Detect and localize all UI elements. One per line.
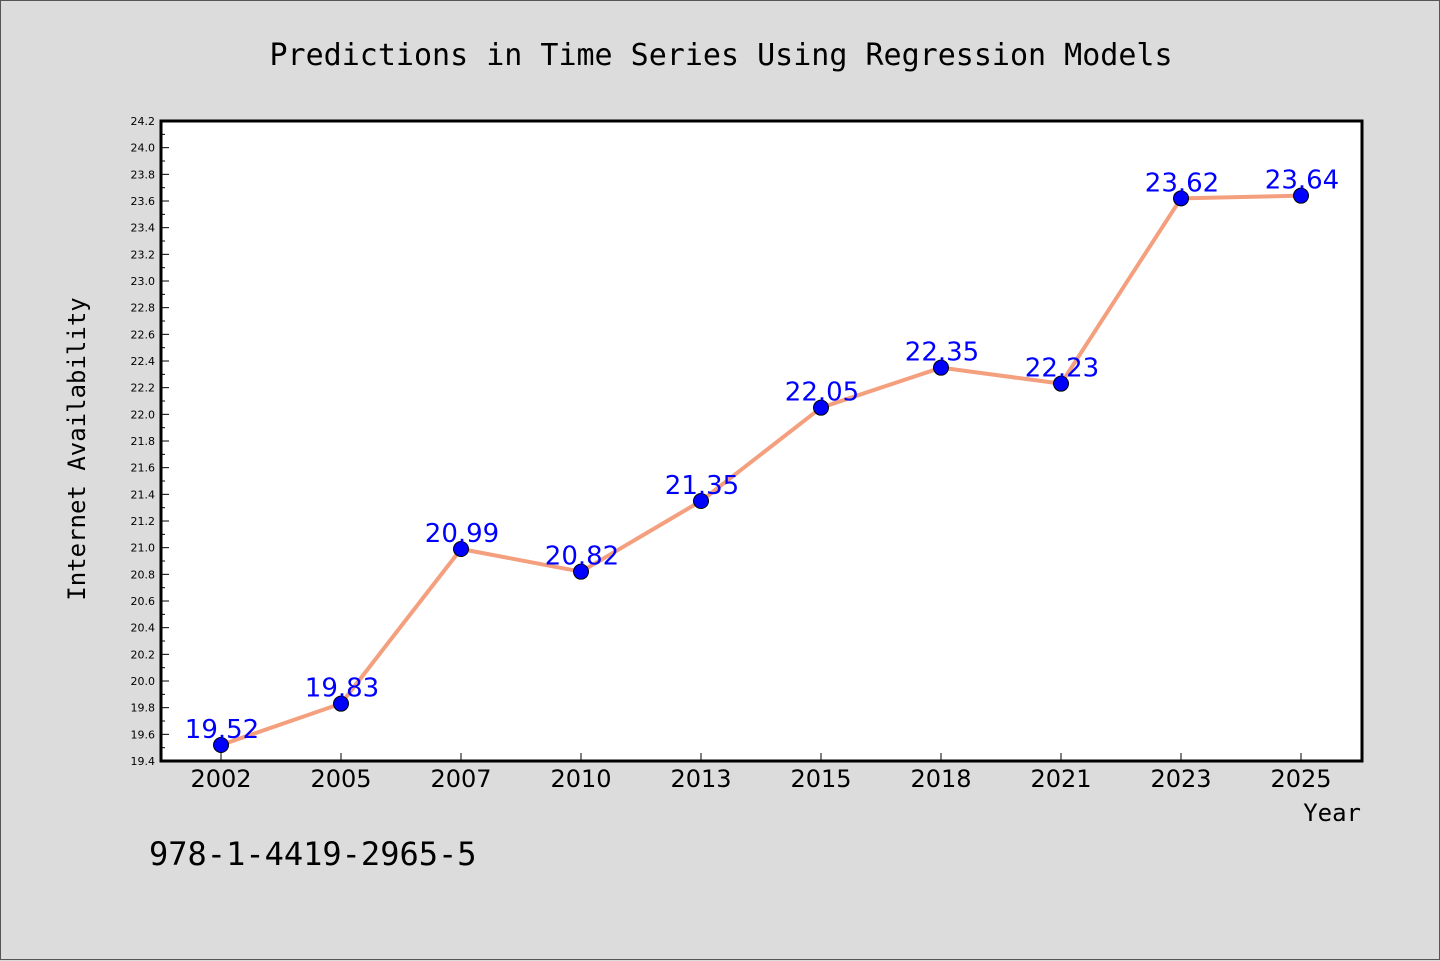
data-label: 20.99 <box>425 519 499 549</box>
data-point <box>933 359 949 376</box>
x-tick-label: 2010 <box>550 765 611 793</box>
x-axis: 2002 2005 2007 2010 2013 2015 2018 2021 2023 2025 <box>190 753 1332 793</box>
series-line <box>220 193 1302 747</box>
y-tick-label: 19.6 <box>131 728 156 741</box>
y-tick-label: 22.2 <box>131 382 156 395</box>
data-label: 22.23 <box>1025 354 1099 384</box>
y-tick-label: 21.8 <box>131 435 156 448</box>
data-point <box>693 493 709 509</box>
x-tick-label: 2005 <box>310 765 371 793</box>
y-tick-label: 20.6 <box>131 595 156 608</box>
y-axis: 19.4 19.6 19.8 20.0 20.2 20.4 20.6 20.8 21.0 21.2… <box>131 115 169 768</box>
y-tick-label: 21.6 <box>131 462 156 475</box>
data-label: 19.83 <box>305 674 379 704</box>
y-tick-label: 23.8 <box>131 168 156 181</box>
y-tick-label: 20.0 <box>131 675 156 688</box>
y-tick-label: 24.0 <box>131 142 156 155</box>
data-label: 21.35 <box>665 471 739 501</box>
y-tick-label: 23.6 <box>131 195 156 208</box>
y-tick-label: 19.4 <box>131 755 156 768</box>
y-tick-label: 23.0 <box>131 275 156 288</box>
chart-title: Predictions in Time Series Using Regress… <box>269 38 1172 73</box>
y-tick-label: 24.2 <box>131 115 156 128</box>
y-tick-label: 21.2 <box>131 515 156 528</box>
data-point <box>453 541 469 557</box>
series-layer: 19.52 19.83 20.99 20.82 21.35 22.05 22.35 22.23… <box>185 166 1339 753</box>
data-point <box>1293 187 1309 204</box>
plot-area <box>159 119 1364 763</box>
y-tick-label: 23.2 <box>131 248 156 261</box>
data-label: 20.82 <box>545 542 619 572</box>
data-label: 23.64 <box>1265 166 1339 196</box>
y-tick-label: 20.2 <box>131 648 156 661</box>
x-tick-label: 2025 <box>1270 765 1331 793</box>
data-point <box>213 737 229 753</box>
y-tick-label: 23.4 <box>131 222 156 235</box>
data-point <box>333 695 349 712</box>
y-tick-label: 22.8 <box>131 302 156 315</box>
x-tick-label: 2007 <box>430 765 491 793</box>
x-tick-label: 2018 <box>910 765 971 793</box>
data-point <box>1173 190 1189 207</box>
data-label: 19.52 <box>185 715 259 745</box>
y-tick-label: 20.4 <box>131 622 156 635</box>
x-tick-label: 2021 <box>1030 765 1091 793</box>
data-point <box>573 563 589 580</box>
data-point <box>1053 375 1069 392</box>
data-label: 22.05 <box>785 378 859 408</box>
x-tick-label: 2015 <box>790 765 851 793</box>
x-tick-label: 2023 <box>1150 765 1211 793</box>
data-label: 22.35 <box>905 338 979 368</box>
x-tick-label: 2013 <box>670 765 731 793</box>
x-tick-label: 2002 <box>190 765 251 793</box>
y-tick-label: 19.8 <box>131 702 156 715</box>
y-tick-label: 21.4 <box>131 488 156 501</box>
y-tick-label: 21.0 <box>131 542 156 555</box>
y-tick-label: 22.4 <box>131 355 156 368</box>
y-tick-label: 20.8 <box>131 568 156 581</box>
y-axis-label: Internet Availability <box>63 297 91 600</box>
x-axis-label: Year <box>1303 799 1361 827</box>
data-label: 23.62 <box>1145 168 1219 198</box>
data-point <box>813 399 829 416</box>
y-tick-label: 22.6 <box>131 328 156 341</box>
isbn-text: 978-1-4419-2965-5 <box>149 835 477 873</box>
y-tick-label: 22.0 <box>131 408 156 421</box>
